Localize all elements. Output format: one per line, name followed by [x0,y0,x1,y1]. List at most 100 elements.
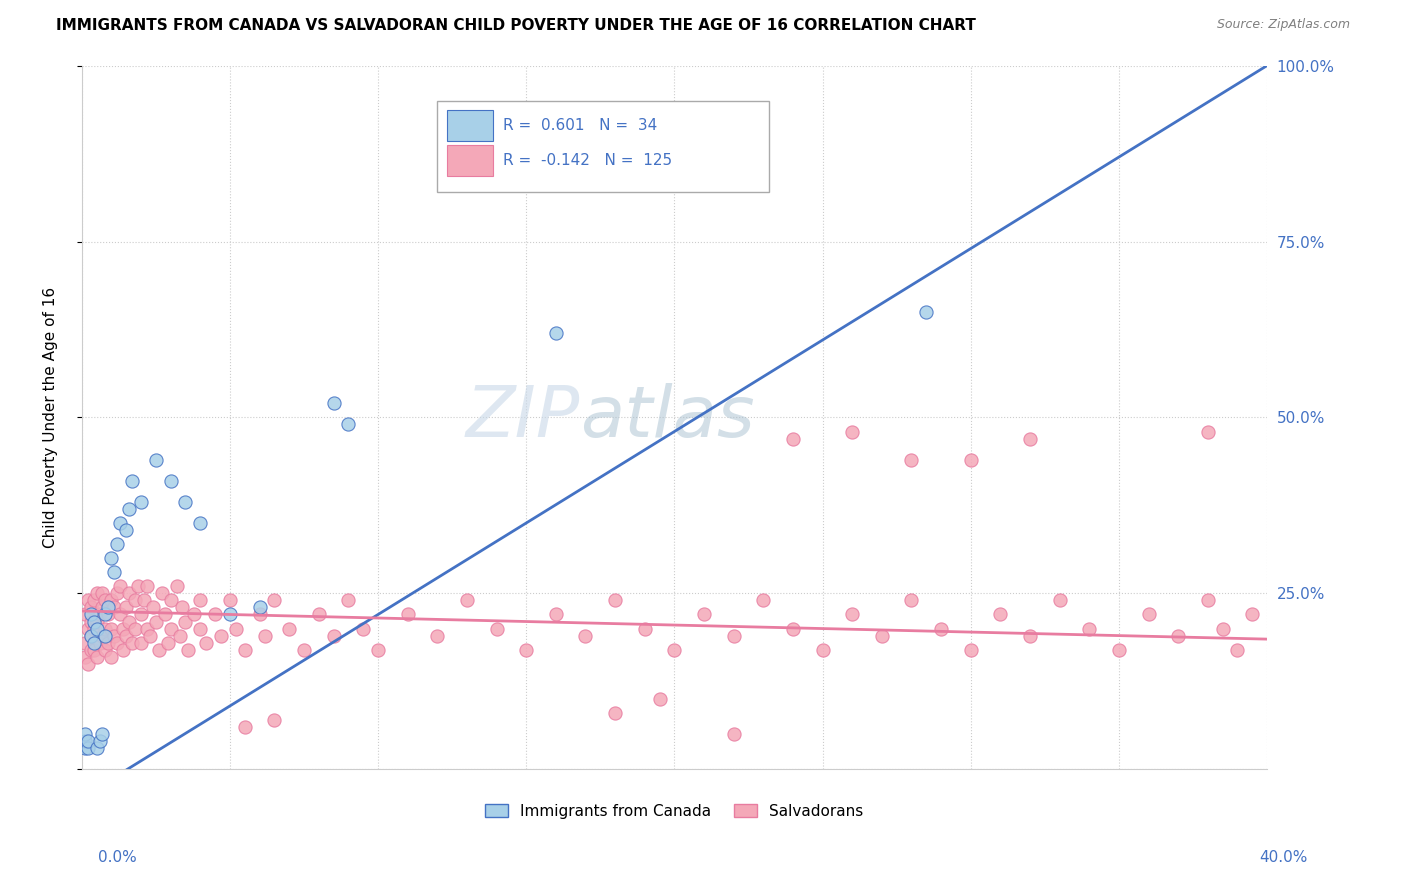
Point [544,326,567,340]
Point [634,622,657,636]
Point [150,586,173,600]
Point [103,629,125,643]
Point [91,600,114,615]
Point [121,635,143,649]
Point [1137,607,1160,622]
Point [225,622,247,636]
Point [83,593,105,607]
Point [485,622,508,636]
Point [752,593,775,607]
Point [1197,425,1219,439]
Point [83,635,105,649]
Point [723,629,745,643]
Point [73,649,96,664]
Point [723,727,745,741]
Point [79,629,101,643]
Point [544,607,567,622]
Point [249,607,271,622]
Point [153,607,176,622]
Point [79,629,101,643]
Point [115,523,138,537]
Point [89,635,111,649]
Point [132,593,155,607]
Point [97,635,120,649]
Point [124,593,146,607]
FancyBboxPatch shape [447,145,494,176]
Point [174,615,197,629]
Point [188,516,211,530]
Point [841,607,863,622]
Point [1078,622,1101,636]
Point [124,622,146,636]
Point [209,629,232,643]
Point [129,607,152,622]
Text: Source: ZipAtlas.com: Source: ZipAtlas.com [1216,18,1350,31]
Point [177,642,200,657]
Point [169,629,191,643]
Point [94,593,117,607]
Point [112,622,135,636]
Point [135,579,157,593]
Point [105,586,128,600]
Point [91,586,114,600]
FancyBboxPatch shape [437,101,769,193]
Point [129,635,152,649]
Text: R =  -0.142   N =  125: R = -0.142 N = 125 [502,153,672,168]
Point [159,593,181,607]
Point [86,741,108,756]
Point [79,607,101,622]
Point [129,495,152,509]
Point [110,516,132,530]
Point [188,593,211,607]
Point [86,615,108,629]
Point [76,741,98,756]
Point [603,706,626,720]
Point [204,607,226,622]
Text: 0.0%: 0.0% [98,850,138,865]
Point [249,600,271,615]
Text: atlas: atlas [579,383,754,452]
Point [183,607,205,622]
Point [89,734,111,748]
Point [94,642,117,657]
Point [118,586,141,600]
Point [988,607,1011,622]
Point [110,607,132,622]
Point [870,629,893,643]
Point [1212,622,1234,636]
Point [352,622,374,636]
Point [94,629,117,643]
Point [263,593,285,607]
Point [254,629,277,643]
Point [782,432,804,446]
Point [1019,432,1042,446]
Point [367,642,389,657]
Point [308,607,330,622]
Point [1108,642,1130,657]
Point [79,642,101,657]
Point [97,600,120,615]
Point [929,622,952,636]
Point [159,622,181,636]
Y-axis label: Child Poverty Under the Age of 16: Child Poverty Under the Age of 16 [44,287,58,548]
Point [337,417,360,432]
Point [278,622,301,636]
Point [100,551,122,566]
Point [135,622,157,636]
Point [782,622,804,636]
Point [322,629,344,643]
Point [159,474,181,488]
Point [83,615,105,629]
Point [94,622,117,636]
Point [91,629,114,643]
Point [915,305,938,319]
Point [166,579,188,593]
Point [456,593,478,607]
Point [219,593,242,607]
Point [100,593,122,607]
Point [959,452,981,467]
Point [426,629,449,643]
Point [841,425,863,439]
Legend: Immigrants from Canada, Salvadorans: Immigrants from Canada, Salvadorans [479,797,870,825]
Point [121,474,143,488]
